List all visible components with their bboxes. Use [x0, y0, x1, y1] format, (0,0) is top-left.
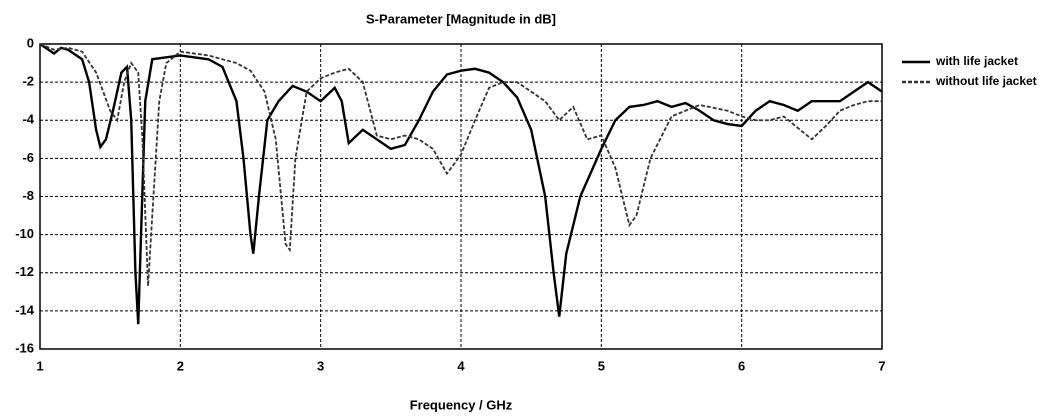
- y-tick-label: -8: [22, 188, 34, 203]
- y-tick-label: 0: [27, 35, 34, 50]
- x-tick-label: 1: [36, 358, 43, 373]
- chart-title: S-Parameter [Magnitude in dB]: [366, 11, 556, 26]
- y-tick-label: -10: [15, 226, 34, 241]
- x-tick-label: 4: [457, 358, 465, 373]
- legend-label: without life jacket: [935, 74, 1037, 88]
- y-tick-label: -2: [22, 74, 34, 89]
- y-tick-label: -6: [22, 150, 34, 165]
- x-tick-label: 5: [598, 358, 605, 373]
- series-line: [39, 43, 882, 287]
- y-tick-label: -4: [22, 112, 34, 127]
- x-tick-label: 6: [738, 358, 745, 373]
- legend-label: with life jacket: [935, 54, 1018, 68]
- y-tick-label: -14: [15, 302, 35, 317]
- plot-frame: [39, 43, 883, 350]
- y-tick-label: -12: [15, 264, 34, 279]
- x-tick-label: 2: [177, 358, 184, 373]
- series-line: [39, 43, 883, 325]
- y-tick-label: -16: [15, 340, 34, 355]
- x-tick-label: 3: [317, 358, 324, 373]
- x-tick-label: 7: [878, 358, 885, 373]
- x-axis-label: Frequency / GHz: [410, 397, 513, 412]
